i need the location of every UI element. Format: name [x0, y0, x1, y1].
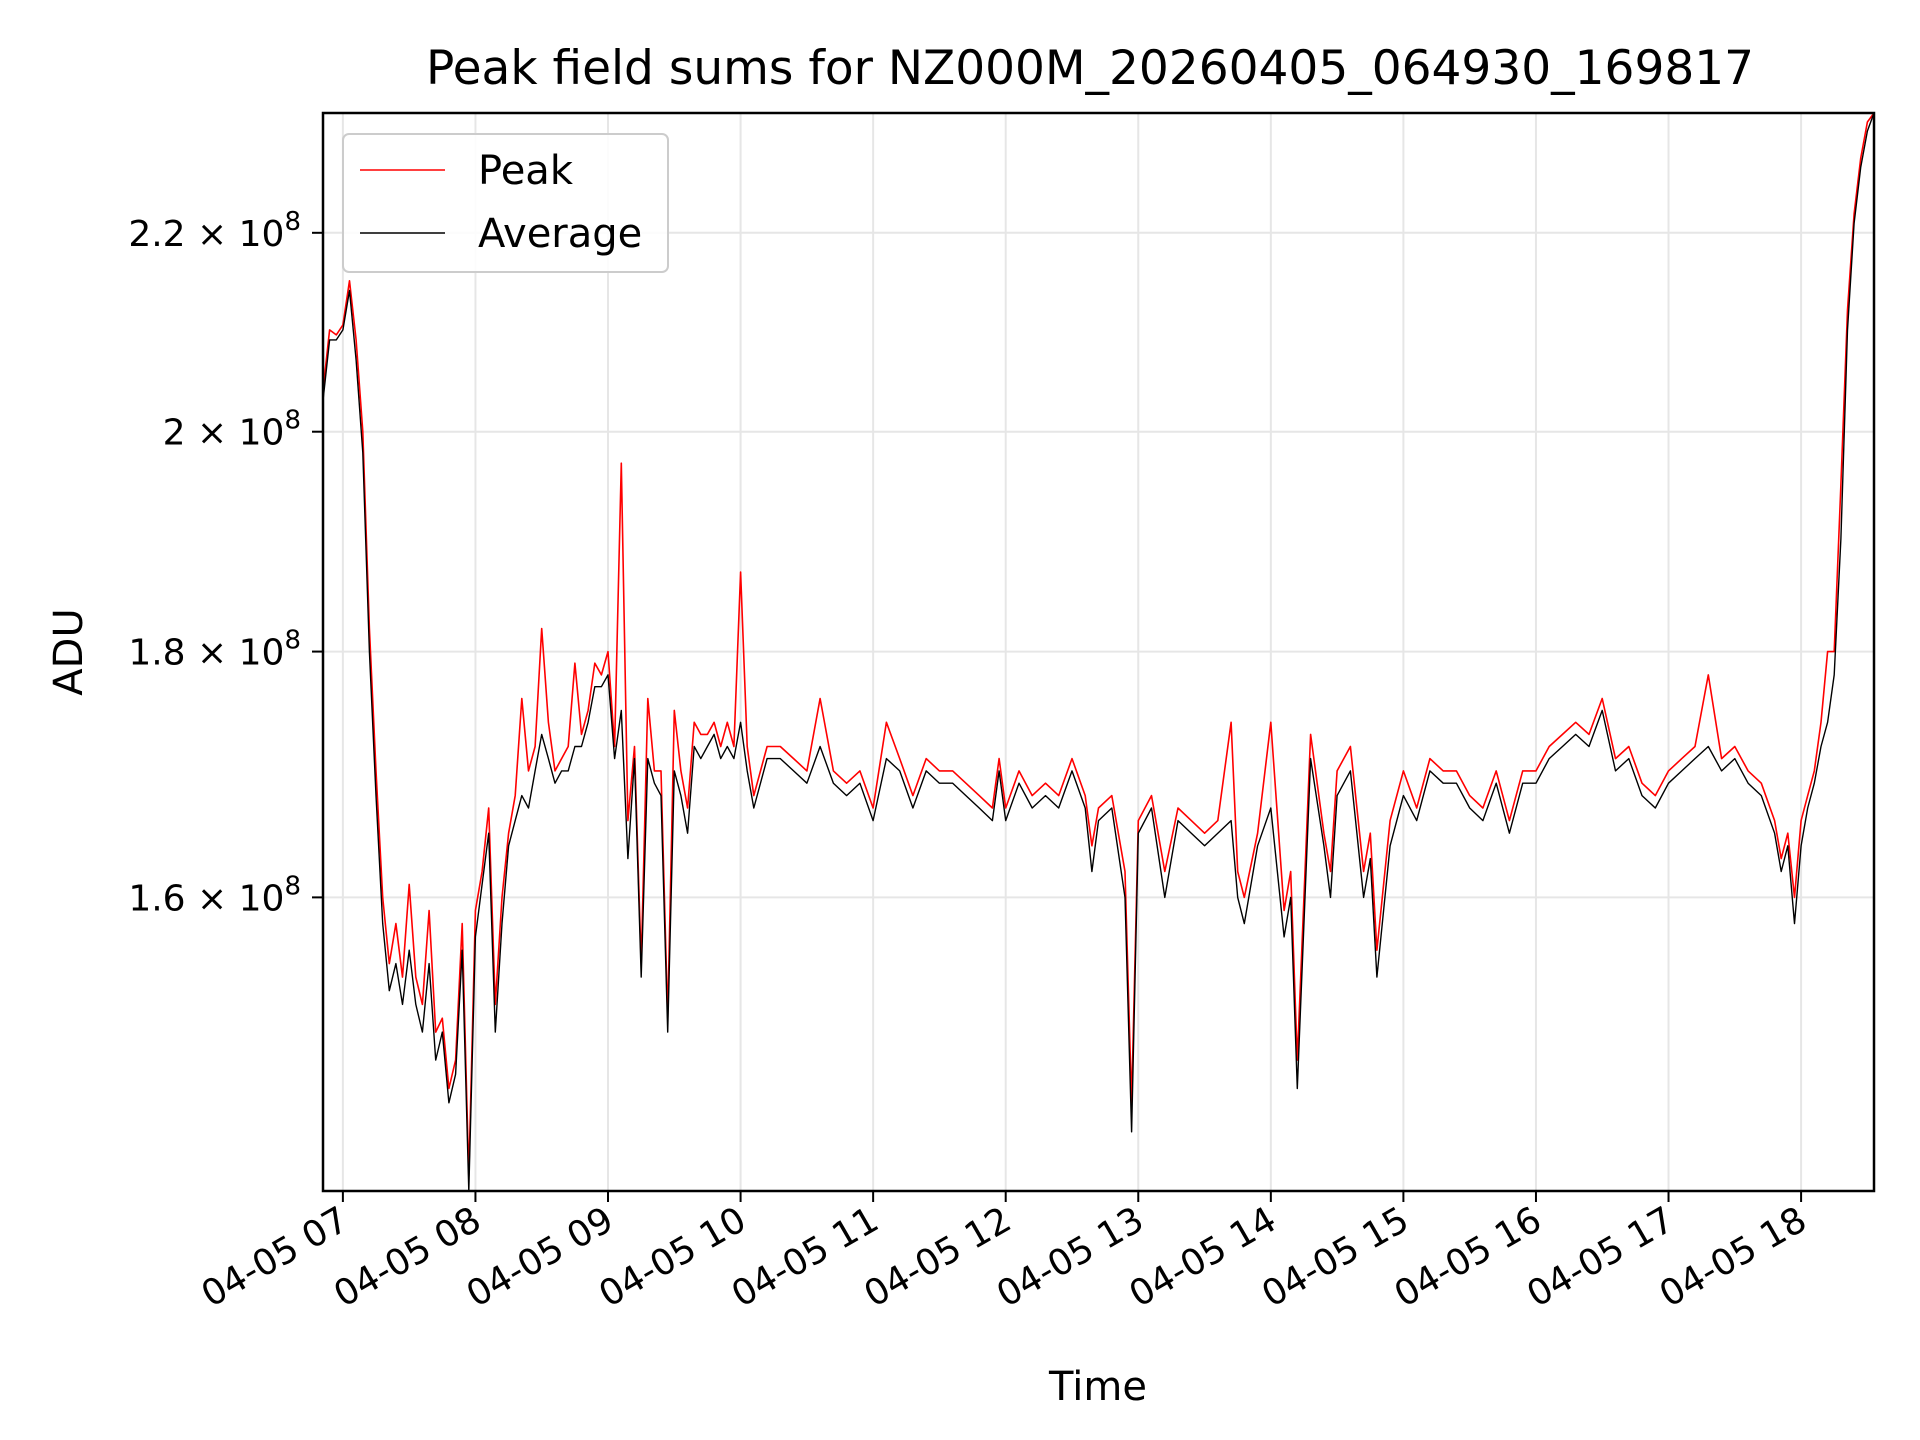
series-layer	[322, 112, 1875, 1192]
y-tick-base: 10	[239, 878, 285, 919]
legend-average-label: Average	[478, 211, 642, 257]
y-tick-base: 10	[239, 633, 285, 674]
series-line-peak	[322, 112, 1875, 1177]
legend-peak-label: Peak	[478, 148, 574, 194]
y-tick-times: ×	[186, 633, 239, 674]
y-tick-times: ×	[186, 878, 239, 919]
y-tick-label: 1.8 × 108	[128, 626, 301, 674]
y-tick-label: 2 × 108	[163, 406, 301, 454]
y-axis-label: ADU	[46, 608, 92, 695]
y-tick-mantissa: 1.6	[128, 878, 185, 919]
y-tick-exponent: 8	[284, 626, 301, 656]
series-line-average	[322, 112, 1875, 1192]
y-tick-mantissa: 1.8	[128, 633, 185, 674]
y-tick-times: ×	[186, 413, 239, 454]
y-tick-mantissa: 2.2	[128, 214, 185, 255]
legend: Peak Average	[342, 133, 669, 273]
y-tick-label: 1.6 × 108	[128, 871, 301, 919]
legend-box	[342, 133, 669, 273]
y-tick-base: 10	[239, 413, 285, 454]
y-tick-times: ×	[186, 214, 239, 255]
y-tick-label: 2.2 × 108	[128, 207, 301, 255]
y-tick-exponent: 8	[284, 207, 301, 237]
x-axis-label: Time	[1048, 1364, 1147, 1410]
y-tick-mantissa: 2	[163, 413, 186, 454]
y-tick-exponent: 8	[284, 406, 301, 436]
chart-title: Peak field sums for NZ000M_20260405_0649…	[426, 41, 1754, 96]
y-tick-exponent: 8	[284, 871, 301, 901]
y-tick-base: 10	[239, 214, 285, 255]
